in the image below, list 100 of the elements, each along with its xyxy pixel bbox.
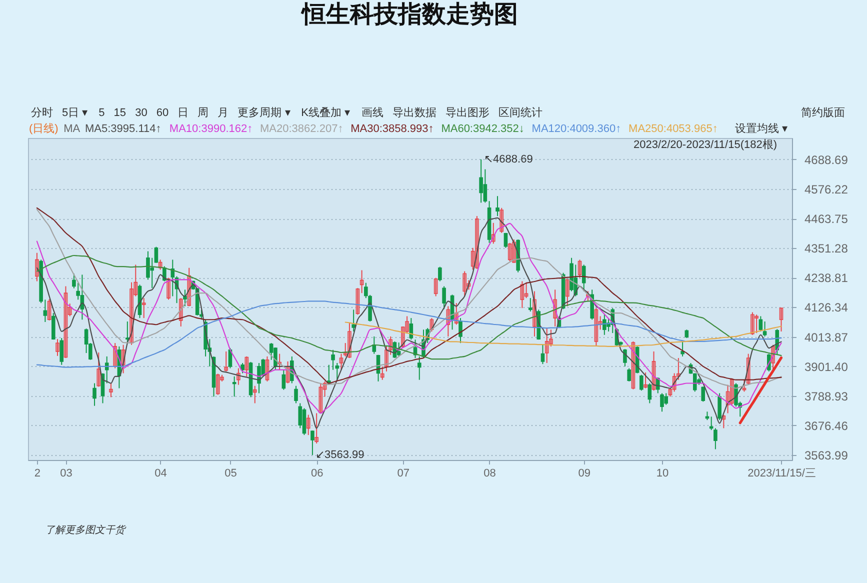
text: 月 (218, 107, 229, 119)
candlestick (134, 264, 138, 297)
text: 30 (135, 107, 148, 119)
x-tick-label: 09 (578, 468, 590, 480)
text: MA5:3995.114↑ (85, 123, 162, 135)
candlestick (294, 385, 298, 404)
x-tick-label: 07 (397, 468, 410, 480)
legend-title: MA (64, 123, 81, 135)
candlestick (566, 277, 570, 307)
y-tick-label: 4126.34 (804, 300, 848, 315)
text: 了解更多图文干货 (45, 524, 127, 536)
candlestick (438, 266, 442, 282)
candlestick (762, 320, 767, 337)
x-tick-label: 04 (154, 468, 167, 480)
text: 15 (114, 107, 126, 119)
text: 60 (156, 107, 169, 119)
y-tick-label: 4238.81 (804, 271, 848, 286)
y-tick-label: 3676.46 (804, 418, 848, 433)
candlestick (680, 340, 684, 357)
candlestick (594, 308, 598, 347)
y-tick-label: 3563.99 (804, 448, 848, 463)
y-tick-label: 4463.75 (804, 212, 848, 226)
candlestick (35, 252, 39, 282)
chart-title: 恒生科技指数走势图 (300, 1, 518, 28)
candlestick (483, 168, 488, 204)
candlestick (109, 382, 113, 398)
candlestick (701, 386, 706, 402)
candlestick (458, 318, 462, 344)
y-tick-label: 3901.40 (804, 360, 848, 374)
candlestick (154, 246, 158, 264)
candlestick (528, 298, 532, 312)
annotation: ↖4688.69 (484, 153, 533, 166)
candlestick (644, 372, 648, 389)
candlestick (216, 373, 220, 396)
candlestick (232, 376, 236, 398)
candlestick (496, 196, 500, 217)
text: 5日 ▾ (62, 107, 88, 119)
candlestick (475, 216, 479, 270)
text: 周 (198, 107, 209, 119)
candlestick (549, 329, 553, 347)
candlestick (754, 314, 758, 334)
candlestick (372, 336, 376, 354)
x-tick-label: 08 (484, 468, 496, 480)
candlestick (544, 328, 549, 364)
candlestick (396, 342, 401, 356)
candlestick (130, 282, 134, 346)
candlestick (314, 412, 318, 444)
x-tick-label: 2023/11/15/三 (748, 468, 816, 480)
text: 分时 (31, 106, 53, 119)
candlestick (648, 382, 652, 404)
candlestick (758, 316, 763, 332)
text: 5 (98, 107, 105, 119)
text: 区间统计 (498, 106, 542, 119)
x-tick-label: 2 (34, 468, 41, 480)
candlestick (126, 320, 130, 344)
candlestick (220, 374, 224, 382)
candlestick (331, 349, 335, 370)
candlestick (306, 414, 310, 436)
candlestick (56, 338, 60, 356)
text: 导出图形 (445, 106, 490, 119)
candlestick (240, 362, 244, 374)
text: 日 (178, 107, 189, 119)
candlestick (664, 392, 668, 406)
candlestick (96, 352, 101, 388)
text: 简约版面 (801, 107, 845, 119)
text: MA10:3990.162↑ (169, 123, 253, 135)
candlestick (524, 282, 528, 299)
text: 导出数据 (392, 106, 436, 119)
candlestick (384, 346, 388, 372)
candlestick (540, 344, 545, 365)
y-tick-label: 4688.69 (804, 152, 848, 167)
candlestick (405, 316, 409, 334)
x-tick-label: 10 (656, 468, 669, 480)
candlestick (479, 158, 483, 204)
line-series (738, 356, 783, 424)
candlestick (508, 242, 512, 262)
candlestick (640, 374, 644, 392)
text: MA20:3862.207↑ (260, 123, 344, 135)
candlestick (224, 350, 228, 372)
candlestick (47, 298, 52, 321)
candlestick (183, 289, 187, 307)
text: MA120:4009.360↑ (532, 123, 622, 135)
candlestick (779, 308, 784, 332)
candlestick (252, 385, 257, 404)
x-tick-label: 05 (224, 468, 237, 480)
candlestick (627, 368, 631, 382)
candlestick (504, 232, 508, 248)
candlestick (462, 270, 467, 297)
y-tick-label: 4013.87 (804, 330, 848, 344)
y-tick-label: 4576.22 (804, 182, 848, 196)
text: (日线) (29, 122, 58, 135)
text: MA30:3858.993↑ (350, 123, 434, 135)
candlestick (310, 430, 314, 456)
candlestick (166, 277, 170, 300)
candlestick (104, 356, 109, 384)
candlestick (360, 270, 364, 294)
y-tick-label: 4351.28 (804, 242, 848, 256)
candlestick (343, 342, 348, 357)
text: MA60:3942.352↓ (441, 123, 524, 135)
candlestick (578, 259, 582, 278)
